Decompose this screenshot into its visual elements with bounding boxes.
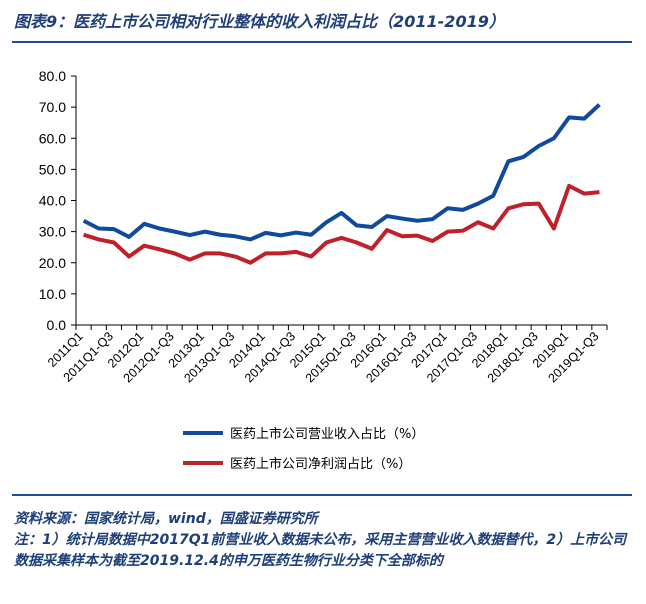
footnote: 注：1）统计局数据中2017Q1前营业收入数据未公布，采用主营营业收入数据替代，… [14, 532, 627, 569]
line-chart: 0.010.020.030.040.050.060.070.080.02011Q… [39, 68, 608, 472]
legend-label-0: 医药上市公司营业收入占比（%） [230, 426, 424, 442]
series-line-1 [82, 183, 600, 265]
y-tick-label: 60.0 [39, 130, 66, 146]
y-tick-label: 10.0 [39, 286, 66, 302]
y-tick-label: 50.0 [39, 161, 66, 177]
y-tick-label: 40.0 [39, 193, 66, 209]
figure-title: 图表9：医药上市公司相对行业整体的收入利润占比（2011-2019） [14, 12, 505, 31]
series-line-0 [82, 103, 601, 242]
title-divider [12, 41, 632, 43]
y-tick-label: 30.0 [39, 224, 66, 240]
footnote-divider [12, 494, 632, 496]
y-tick-label: 80.0 [39, 68, 66, 84]
y-tick-label: 20.0 [39, 255, 66, 271]
source-note: 资料来源：国家统计局，wind，国盛证券研究所 [14, 511, 318, 527]
y-tick-label: 0.0 [47, 317, 67, 333]
legend-label-1: 医药上市公司净利润占比（%） [230, 456, 411, 472]
y-tick-label: 70.0 [39, 99, 66, 115]
